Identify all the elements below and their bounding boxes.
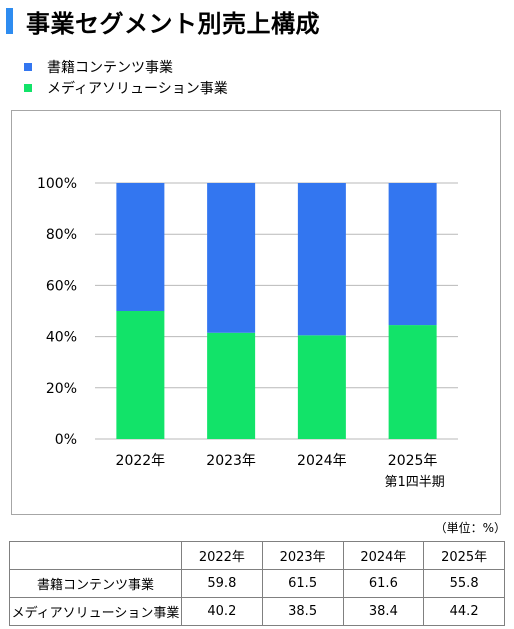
- bar-segment: [116, 183, 165, 311]
- legend-label-media: メディアソリューション事業: [47, 80, 228, 97]
- legend-item-books: 書籍コンテンツ事業: [24, 56, 228, 77]
- table-row-label: メディアソリューション事業: [9, 597, 182, 626]
- table-header-row: 2022年 2023年 2024年 2025年: [9, 541, 505, 570]
- legend: 書籍コンテンツ事業 メディアソリューション事業: [24, 56, 228, 98]
- table-row: 書籍コンテンツ事業 59.8 61.5 61.6 55.8: [9, 569, 505, 598]
- bar-segment: [116, 311, 165, 439]
- data-table: 2022年 2023年 2024年 2025年 書籍コンテンツ事業 59.8 6…: [9, 541, 505, 626]
- y-tick-label: 100%: [37, 176, 77, 192]
- x-tick-label: 2024年: [297, 453, 347, 469]
- table-row: メディアソリューション事業 40.2 38.5 38.4 44.2: [9, 597, 505, 626]
- legend-item-media: メディアソリューション事業: [24, 77, 228, 98]
- x-tick-label: 2023年: [206, 453, 256, 469]
- y-tick-label: 20%: [46, 381, 77, 397]
- bar-segment: [207, 332, 256, 439]
- legend-label-books: 書籍コンテンツ事業: [47, 59, 173, 76]
- table-header-cell: 2025年: [423, 541, 505, 570]
- table-cell: 44.2: [423, 597, 505, 626]
- title-accent-bar: [6, 8, 13, 34]
- table-cell: 38.4: [342, 597, 425, 626]
- x-tick-label: 2025年: [388, 453, 438, 469]
- table-header-cell: [9, 541, 182, 570]
- table-cell: 59.8: [181, 569, 263, 598]
- table-cell: 38.5: [261, 597, 344, 626]
- legend-swatch-books: [24, 62, 32, 71]
- table-header-cell: 2024年: [342, 541, 425, 570]
- table-header-cell: 2022年: [181, 541, 263, 570]
- stacked-bar-chart: 0% 20% 40% 60% 80% 100% 2022年 2023年 2024年 2025年第1…: [37, 176, 458, 490]
- legend-swatch-media: [24, 83, 32, 92]
- table-row-label: 書籍コンテンツ事業: [9, 569, 182, 598]
- x-tick-label: 2022年: [116, 453, 166, 469]
- bar-segment: [297, 183, 346, 336]
- page-title: 事業セグメント別売上構成: [26, 10, 320, 38]
- table-cell: 61.6: [342, 569, 425, 598]
- table-cell: 40.2: [181, 597, 263, 626]
- table-header-cell: 2023年: [261, 541, 344, 570]
- bar-segment: [207, 183, 256, 333]
- chart-frame: 0% 20% 40% 60% 80% 100% 2022年 2023年 2024年 2025年第1…: [11, 110, 501, 515]
- y-tick-label: 80%: [46, 227, 77, 243]
- bar-segment: [297, 335, 346, 439]
- table-cell: 55.8: [423, 569, 505, 598]
- y-tick-label: 0%: [55, 432, 77, 448]
- bar-segment: [388, 183, 437, 326]
- y-tick-label: 60%: [46, 278, 77, 294]
- x-tick-sublabel: 第1四半期: [384, 475, 444, 490]
- bar-segment: [388, 325, 437, 439]
- unit-note: （単位：%）: [434, 521, 506, 535]
- table-cell: 61.5: [261, 569, 344, 598]
- y-tick-label: 40%: [46, 330, 77, 346]
